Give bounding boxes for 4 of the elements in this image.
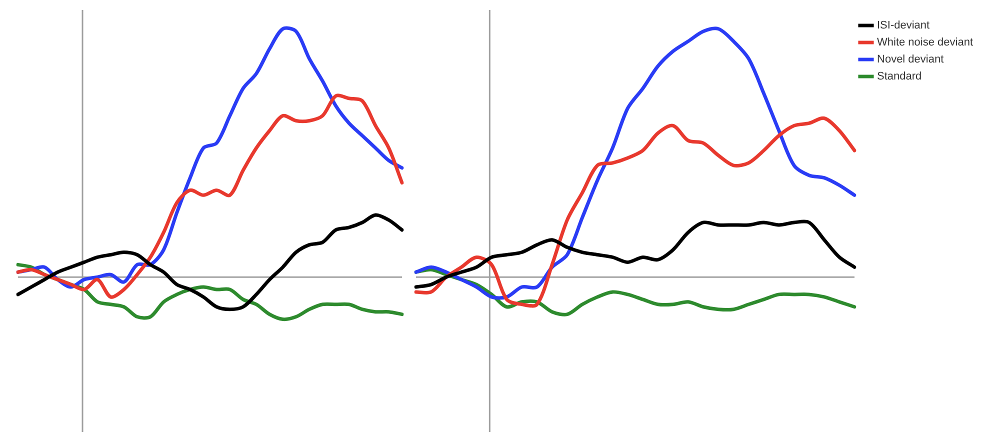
legend-label: Novel deviant: [877, 54, 944, 66]
legend-label: ISI-deviant: [877, 20, 930, 32]
legend-label: White noise deviant: [877, 36, 973, 49]
legend-label: Standard: [877, 70, 922, 83]
